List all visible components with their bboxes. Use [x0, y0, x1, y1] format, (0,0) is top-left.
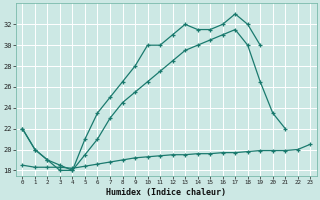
X-axis label: Humidex (Indice chaleur): Humidex (Indice chaleur): [106, 188, 226, 197]
